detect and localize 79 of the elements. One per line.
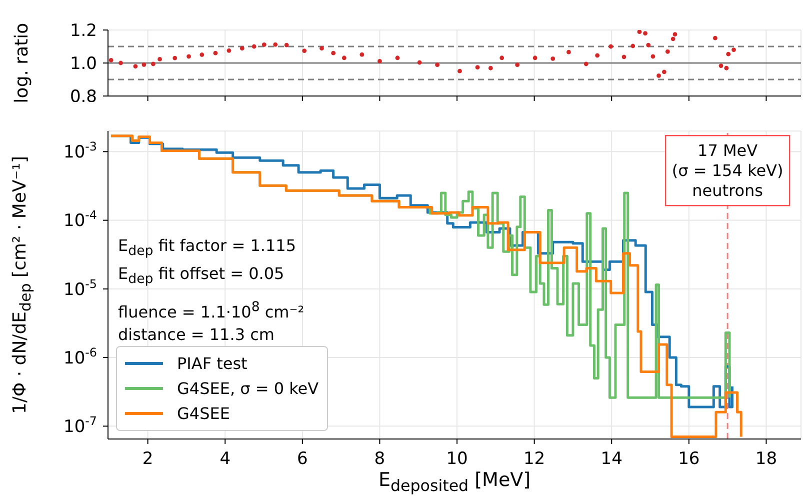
point [643,31,648,36]
point [435,62,440,68]
x-tick-label: 10 [446,449,468,469]
point [566,50,571,54]
point [331,50,336,56]
legend-label: PIAF test [177,354,248,373]
point [712,36,718,40]
point [532,56,538,60]
y-axis-title: log. ratio [12,22,32,104]
point [252,44,256,49]
point [273,42,278,47]
x-tick-label: 8 [374,449,386,469]
point [726,52,731,56]
point [718,64,724,68]
x-tick-label: 12 [523,449,546,469]
point [608,44,614,49]
point [500,56,504,60]
point [584,62,588,66]
point [226,48,232,53]
point [656,74,661,78]
y-tick-label: 1.2 [70,20,97,41]
point [158,57,162,62]
point [142,62,146,67]
point [665,49,670,54]
legend-label: G4SEE, σ = 0 keV [177,379,319,398]
x-tick-label: 18 [755,449,778,469]
point [417,60,422,65]
point [550,56,556,61]
x-axis-title: E$_{deposited}$ [MeV] [378,469,531,495]
x-tick-label: 2 [142,449,154,469]
point [458,68,462,74]
point [650,54,656,59]
point [724,66,729,70]
point [302,48,307,53]
point [133,64,138,68]
point [320,46,324,51]
point [595,53,600,58]
point [732,48,736,52]
annotation: distance = 11.3 cm [118,324,276,346]
annotation: 17 MeV (σ = 154 keV) neutrons [672,141,784,200]
point [662,70,666,74]
x-tick-label: 14 [600,449,622,469]
point [262,42,266,47]
point [240,46,244,51]
point [630,44,636,48]
point [360,52,364,57]
point [213,50,218,56]
point [672,32,678,36]
point [186,54,191,59]
x-tick-label: 6 [296,449,308,469]
x-tick-label: 4 [220,449,231,469]
point [670,36,676,42]
y-tick-label: 10$^{-4}$ [64,208,97,232]
point [488,66,493,70]
point [200,52,204,57]
point [395,56,400,60]
y-tick-label: 1.0 [70,54,97,74]
x-tick-label: 16 [678,449,700,469]
annotation: fluence = 1.1·10$^{8}$ cm⁻² [118,299,304,324]
y-tick-label: 0.8 [70,86,97,107]
point [515,62,520,68]
y-tick-label: 10$^{-3}$ [64,140,97,163]
point [475,65,480,70]
y-tick-label: 10$^{-7}$ [64,414,97,438]
point [172,56,178,60]
legend-label: G4SEE [177,404,230,423]
y-tick-label: 10$^{-6}$ [64,345,97,368]
point [284,42,289,48]
y-tick-label: 10$^{-5}$ [64,276,97,300]
point [646,42,651,48]
point [118,60,123,66]
point [637,30,642,34]
point [378,58,382,64]
point [622,54,626,60]
point [151,62,156,66]
point [108,58,114,62]
point [342,56,346,60]
annotation: E$_{dep}$ fit factor = 1.115 [118,235,298,262]
annotation: E$_{dep}$ fit offset = 0.05 [118,263,286,290]
